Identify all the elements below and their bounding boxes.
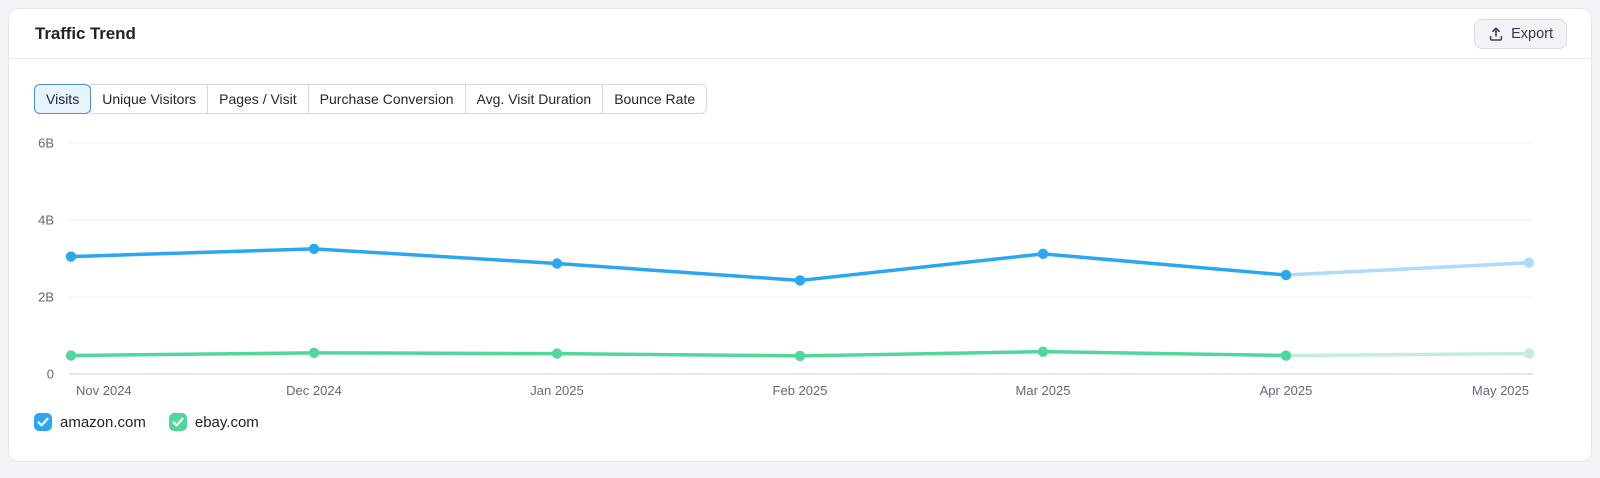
legend-item-amazon[interactable]: amazon.com: [34, 413, 146, 431]
data-point-ebay.com-mar-2025[interactable]: [1037, 346, 1049, 357]
data-point-amazon.com-apr-2025[interactable]: [1280, 269, 1292, 281]
tab-unique-visitors[interactable]: Unique Visitors: [90, 84, 209, 114]
tab-bounce-rate[interactable]: Bounce Rate: [602, 84, 708, 114]
x-axis-tick-label: Dec 2024: [286, 383, 342, 398]
data-point-ebay.com-apr-2025[interactable]: [1280, 350, 1292, 361]
tab-avg-visit-duration[interactable]: Avg. Visit Duration: [464, 84, 604, 114]
data-point-ebay.com-nov-2024[interactable]: [65, 350, 77, 361]
data-point-amazon.com-jan-2025[interactable]: [551, 258, 563, 269]
traffic-trend-card: Traffic Trend Export Visits Unique Visit…: [8, 8, 1592, 462]
series-line-amazon.com: [69, 247, 1288, 283]
legend-item-ebay[interactable]: ebay.com: [168, 413, 259, 431]
data-point-amazon.com-dec-2024[interactable]: [308, 243, 320, 255]
data-point-amazon.com-nov-2024[interactable]: [65, 251, 77, 262]
x-axis-tick-label: Apr 2025: [1260, 383, 1313, 398]
series-line-ebay.com: [69, 349, 1288, 358]
y-axis-tick-label: 4B: [38, 213, 54, 228]
series-line-estimate-amazon.com: [1284, 260, 1531, 277]
traffic-trend-chart: 0 2B 4B 6B Nov 2024 Dec 2024 Jan 2025 Feb 2025 M…: [9, 129, 1593, 409]
y-axis-tick-label: 2B: [38, 290, 54, 305]
data-point-amazon.com-feb-2025[interactable]: [794, 275, 806, 286]
data-point-ebay.com-dec-2024[interactable]: [308, 347, 320, 359]
tab-visits[interactable]: Visits: [34, 84, 92, 114]
legend-label: ebay.com: [194, 413, 259, 431]
export-button[interactable]: Export: [1474, 18, 1567, 49]
y-axis-tick-label: 6B: [38, 136, 54, 151]
x-axis-tick-label: May 2025: [1472, 383, 1529, 398]
x-axis-tick-label: Mar 2025: [1016, 383, 1071, 398]
x-axis-tick-label: Nov 2024: [76, 383, 132, 398]
data-point-ebay.com-may-2025[interactable]: [1523, 348, 1535, 359]
tab-purchase-conversion[interactable]: Purchase Conversion: [307, 84, 466, 114]
upload-icon: [1488, 26, 1504, 42]
series-line-estimate-ebay.com: [1284, 351, 1531, 358]
data-point-ebay.com-feb-2025[interactable]: [794, 350, 806, 362]
x-axis-tick-label: Feb 2025: [773, 383, 828, 398]
tab-pages-per-visit[interactable]: Pages / Visit: [207, 84, 309, 114]
checkbox-checked-icon[interactable]: [34, 413, 52, 431]
data-point-amazon.com-may-2025[interactable]: [1523, 257, 1535, 268]
page-title: Traffic Trend: [35, 23, 136, 43]
data-point-ebay.com-jan-2025[interactable]: [551, 348, 563, 359]
metric-tabs: Visits Unique Visitors Pages / Visit Pur…: [34, 84, 708, 114]
card-header: Traffic Trend Export: [9, 9, 1591, 59]
data-point-amazon.com-mar-2025[interactable]: [1037, 248, 1049, 260]
y-axis-tick-label: 0: [47, 367, 54, 382]
checkbox-checked-icon[interactable]: [168, 413, 187, 431]
legend-label: amazon.com: [60, 413, 146, 431]
x-axis-tick-label: Jan 2025: [530, 383, 584, 398]
chart-legend: amazon.com ebay.com: [34, 413, 259, 431]
export-button-label: Export: [1511, 25, 1553, 42]
